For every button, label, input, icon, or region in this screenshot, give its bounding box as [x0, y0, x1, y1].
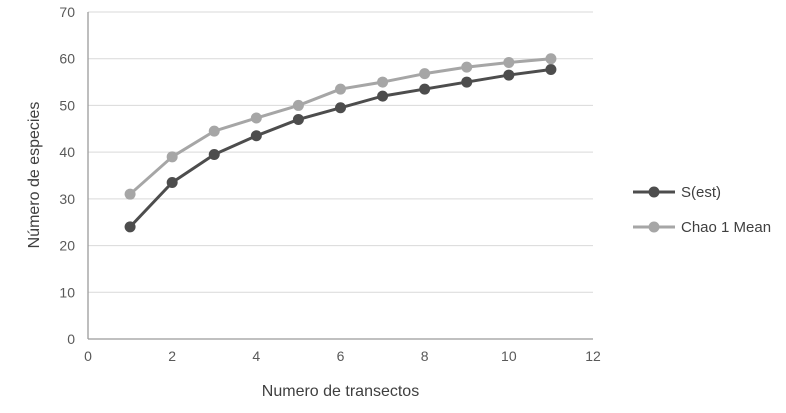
x-axis-tick-label: 2 — [168, 348, 176, 364]
data-point-marker — [503, 56, 515, 68]
legend-item-sest: S(est) — [632, 181, 771, 203]
x-axis-tick-label: 0 — [84, 348, 92, 364]
data-point-marker — [377, 90, 389, 102]
y-axis-tick-label: 70 — [59, 4, 75, 20]
y-axis-tick-label: 10 — [59, 284, 75, 300]
sest-line-marker-icon — [633, 186, 675, 198]
data-point-marker — [166, 177, 178, 189]
data-point-marker — [250, 112, 262, 124]
x-axis-tick-label: 12 — [585, 348, 601, 364]
data-point-marker — [335, 102, 346, 114]
data-point-marker — [461, 61, 473, 73]
legend-marker-icon — [648, 221, 660, 233]
y-axis-title: Número de especies — [26, 101, 43, 249]
data-point-marker — [419, 83, 431, 95]
data-point-marker — [335, 83, 346, 95]
data-point-marker — [503, 69, 515, 81]
y-axis-tick-label: 20 — [59, 238, 75, 254]
data-point-marker — [292, 113, 304, 125]
data-point-marker — [545, 53, 557, 65]
data-point-marker — [545, 63, 557, 75]
y-axis-tick-label: 60 — [59, 51, 75, 67]
data-point-marker — [419, 68, 431, 80]
y-axis-tick-label: 0 — [67, 331, 75, 347]
y-axis-tick-label: 50 — [59, 97, 75, 113]
chao1mean-line-marker-icon — [633, 221, 675, 233]
data-point-marker — [461, 76, 473, 88]
data-point-marker — [250, 130, 262, 142]
x-axis-title: Numero de transectos — [261, 383, 420, 400]
data-point-marker — [208, 125, 220, 137]
y-axis-tick-label: 30 — [59, 191, 75, 207]
x-axis-tick-label: 10 — [501, 348, 517, 364]
x-axis-tick-label: 8 — [421, 348, 429, 364]
data-point-marker — [292, 99, 304, 111]
data-point-marker — [377, 76, 389, 88]
x-axis-tick-label: 4 — [252, 348, 260, 364]
legend-label-chao1mean: Chao 1 Mean — [681, 218, 772, 236]
data-point-marker — [124, 221, 136, 233]
legend-item-chao1mean: Chao 1 Mean — [632, 216, 771, 238]
legend-marker-icon — [648, 186, 660, 198]
legend-label-sest: S(est) — [681, 183, 722, 201]
data-point-marker — [124, 188, 136, 200]
y-axis-tick-label: 40 — [59, 144, 75, 160]
legend: S(est) Chao 1 Mean — [632, 181, 771, 238]
data-point-marker — [166, 151, 178, 163]
data-point-marker — [208, 148, 220, 160]
x-axis-tick-label: 6 — [337, 348, 345, 364]
